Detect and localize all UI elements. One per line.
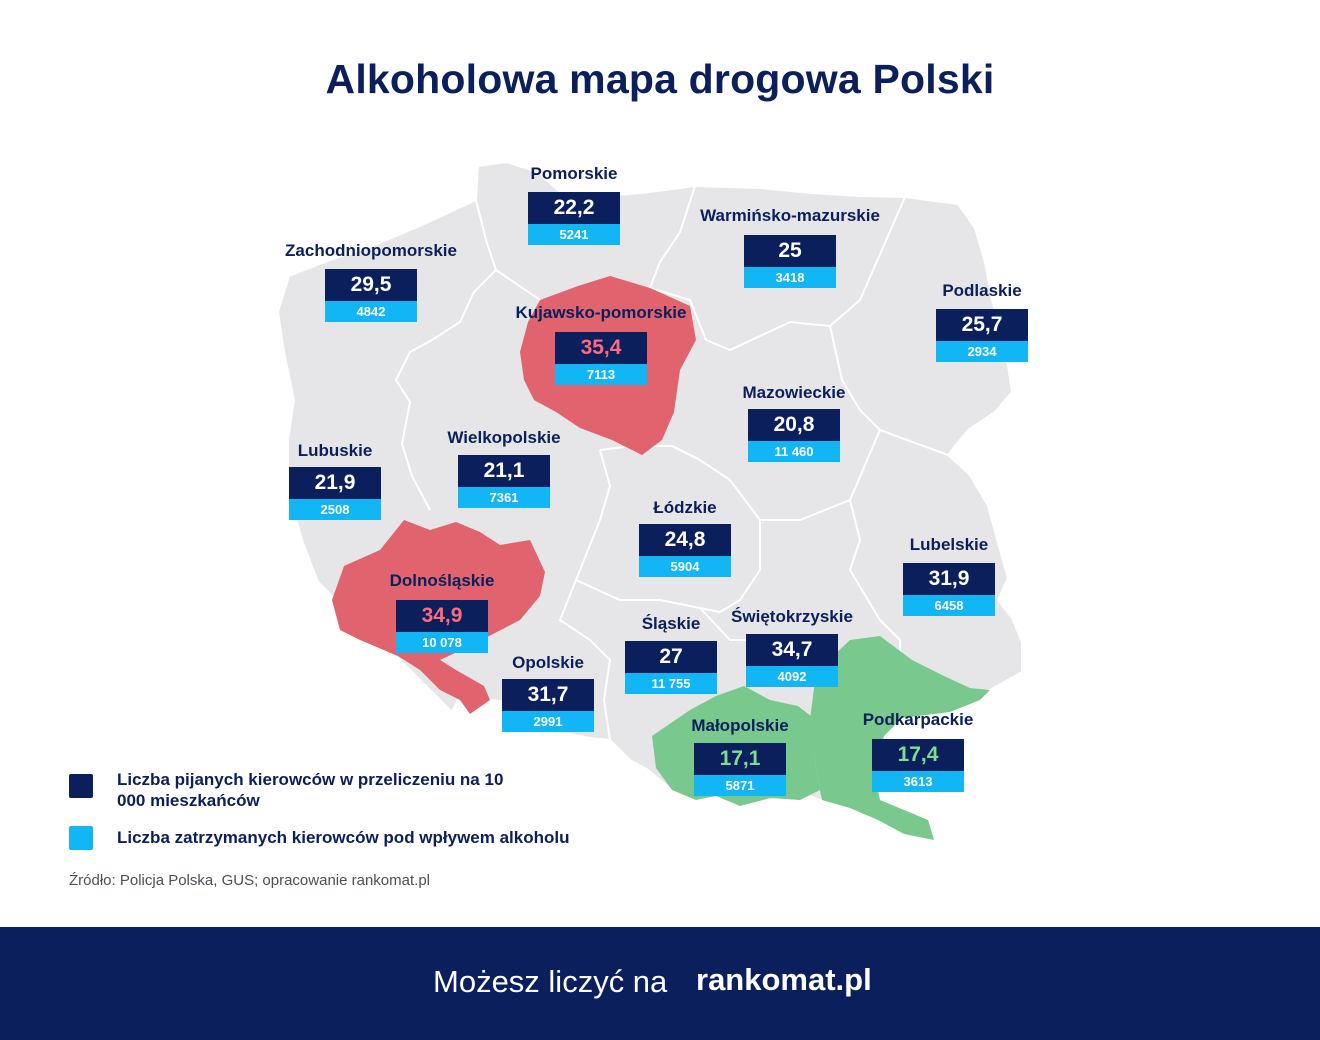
count-value: 2934 xyxy=(936,341,1028,362)
legend-swatch-count xyxy=(69,826,93,850)
count-value: 7113 xyxy=(555,364,647,385)
legend-label-count: Liczba zatrzymanych kierowców pod wpływe… xyxy=(117,828,570,847)
count-value: 2508 xyxy=(289,499,381,520)
rate-value: 24,8 xyxy=(639,524,731,556)
region-name: Pomorskie xyxy=(530,164,618,183)
rate-value: 17,1 xyxy=(694,743,786,775)
rate-value: 25,7 xyxy=(936,309,1028,341)
rate-value: 20,8 xyxy=(748,409,840,441)
rate-value: 34,7 xyxy=(746,634,838,666)
region-name: Lubuskie xyxy=(297,441,373,460)
brand-logo: rankomat.pl xyxy=(696,962,872,997)
region-name: Wielkopolskie xyxy=(447,428,561,447)
source-note: Źródło: Policja Polska, GUS; opracowanie… xyxy=(69,872,430,889)
rate-value: 35,4 xyxy=(555,332,647,364)
region-name: Świętokrzyskie xyxy=(731,607,853,626)
region-name: Łódzkie xyxy=(653,498,717,517)
count-value: 4092 xyxy=(746,666,838,687)
page-title: Alkoholowa mapa drogowa Polski xyxy=(325,56,995,102)
region-name: Warmińsko-mazurskie xyxy=(700,206,880,225)
rate-value: 34,9 xyxy=(396,600,488,632)
rate-value: 21,1 xyxy=(458,455,550,487)
region-name: Lubelskie xyxy=(909,535,989,554)
count-value: 3613 xyxy=(872,771,964,792)
count-value: 10 078 xyxy=(396,632,488,653)
rate-value: 31,7 xyxy=(502,679,594,711)
poland-outline xyxy=(276,160,1023,840)
count-value: 3418 xyxy=(744,267,836,288)
region-name: Opolskie xyxy=(512,653,584,672)
footer-tagline: Możesz liczyć na xyxy=(433,964,668,999)
region-name: Kujawsko-pomorskie xyxy=(515,303,687,322)
count-value: 2991 xyxy=(502,711,594,732)
rate-value: 29,5 xyxy=(325,269,417,301)
count-value: 5241 xyxy=(528,224,620,245)
rate-value: 21,9 xyxy=(289,467,381,499)
rate-value: 31,9 xyxy=(903,563,995,595)
podkarpackie-shape xyxy=(810,636,990,840)
count-value: 7361 xyxy=(458,487,550,508)
region-name: Podlaskie xyxy=(942,281,1022,300)
region-name: Podkarpackie xyxy=(862,710,974,729)
region-name: Mazowieckie xyxy=(742,383,846,402)
rate-value: 17,4 xyxy=(872,739,964,771)
count-value: 5904 xyxy=(639,556,731,577)
rate-value: 25 xyxy=(744,235,836,267)
count-value: 6458 xyxy=(903,595,995,616)
legend-label-rate: Liczba pijanych kierowców w przeliczeniu… xyxy=(117,770,504,810)
count-value: 11 460 xyxy=(748,441,840,462)
region-name: Dolnośląskie xyxy=(389,571,495,590)
count-value: 11 755 xyxy=(625,673,717,694)
region-name: Śląskie xyxy=(641,614,701,633)
footer-banner: Możesz liczyć na rankomat.pl xyxy=(0,927,1320,1040)
rate-value: 27 xyxy=(625,641,717,673)
region-name: Małopolskie xyxy=(691,716,789,735)
count-value: 5871 xyxy=(694,775,786,796)
region-name: Zachodniopomorskie xyxy=(285,241,457,260)
rate-value: 22,2 xyxy=(528,192,620,224)
legend-swatch-rate xyxy=(69,774,93,798)
count-value: 4842 xyxy=(325,301,417,322)
